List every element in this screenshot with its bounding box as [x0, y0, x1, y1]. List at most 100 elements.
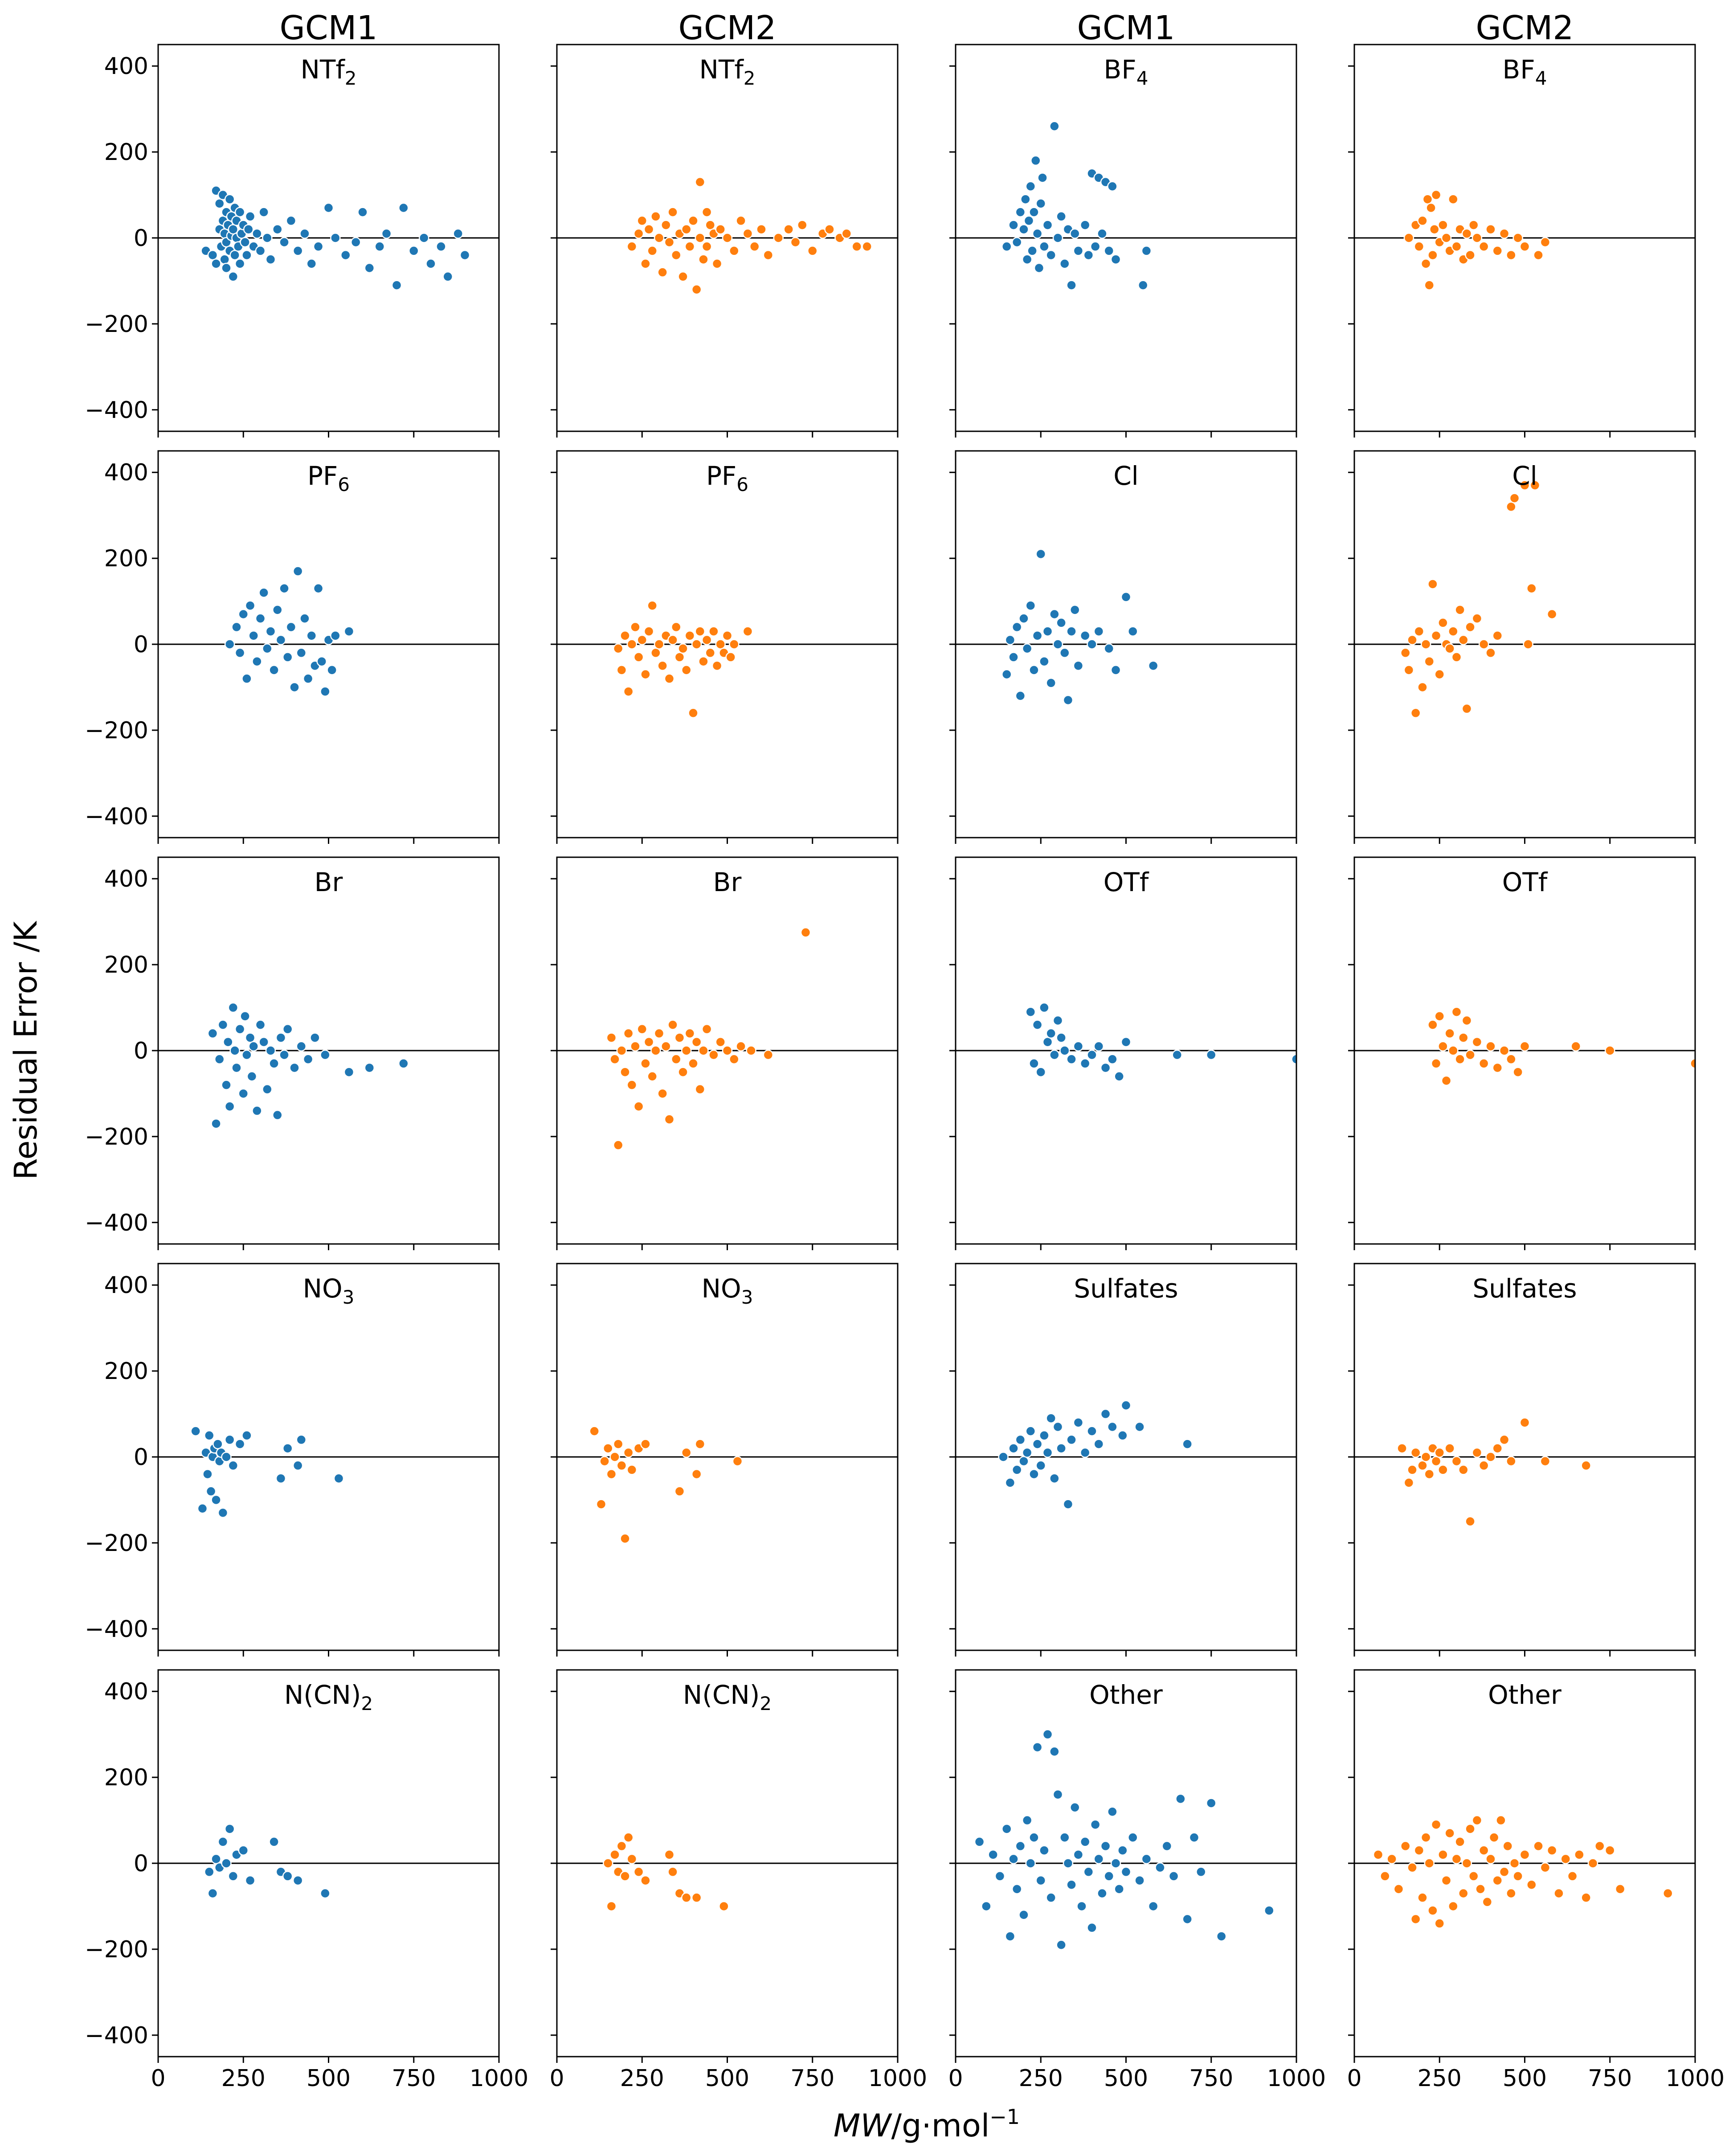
data-point — [664, 673, 675, 684]
data-point — [1090, 1819, 1101, 1830]
data-point — [330, 630, 341, 641]
data-point — [1114, 1071, 1124, 1082]
panel: NTf2 — [551, 44, 899, 438]
data-point — [1023, 215, 1034, 226]
data-point — [1434, 669, 1445, 680]
data-point — [306, 630, 317, 641]
data-point — [211, 1494, 221, 1506]
data-point — [418, 233, 429, 243]
data-point — [1029, 207, 1039, 217]
data-point — [1506, 501, 1516, 512]
data-point — [1020, 194, 1031, 205]
data-point — [241, 1049, 252, 1060]
data-point — [453, 228, 463, 239]
data-point — [701, 1024, 712, 1035]
data-point — [1417, 1460, 1428, 1471]
data-point — [1030, 155, 1041, 166]
data-point — [1070, 1802, 1080, 1813]
data-point — [684, 630, 695, 641]
x-tick-label: 1000 — [868, 2065, 927, 2092]
column-title: GCM1 — [1077, 9, 1175, 47]
data-point — [736, 1041, 746, 1052]
data-point — [1438, 220, 1448, 230]
data-point — [1400, 647, 1411, 659]
data-point — [1032, 1439, 1043, 1449]
data-point — [715, 224, 726, 235]
data-point — [1120, 592, 1132, 602]
data-point — [1441, 1075, 1452, 1086]
data-point — [643, 1036, 654, 1047]
data-point — [1107, 1054, 1118, 1065]
data-point — [688, 1058, 699, 1069]
data-point — [1444, 643, 1455, 654]
data-point — [1496, 1815, 1506, 1826]
data-point — [1056, 1443, 1067, 1454]
data-point — [1475, 1884, 1486, 1894]
anion-name: Sulfates — [1074, 1273, 1178, 1304]
data-point — [1264, 1905, 1275, 1916]
data-point — [224, 1824, 235, 1834]
anion-subscript: 4 — [1136, 67, 1149, 89]
data-point — [1110, 665, 1121, 675]
data-point — [1438, 1465, 1448, 1475]
data-point — [1035, 198, 1046, 209]
data-point — [1049, 121, 1060, 131]
x-tick-label: 1000 — [1267, 2065, 1326, 2092]
data-point — [698, 1045, 709, 1056]
data-point — [1076, 1901, 1087, 1912]
data-point — [327, 665, 337, 675]
data-point — [398, 202, 409, 213]
data-point — [1035, 548, 1046, 560]
data-point — [691, 639, 702, 650]
data-point — [1519, 1041, 1530, 1052]
data-point — [742, 228, 753, 239]
data-point — [1499, 1866, 1510, 1878]
data-point — [279, 1049, 290, 1060]
y-tick-label: 200 — [104, 952, 148, 978]
data-point — [1039, 1430, 1050, 1441]
data-point — [647, 600, 658, 611]
data-point — [1509, 493, 1520, 503]
data-point — [224, 1101, 235, 1112]
data-point — [1059, 1832, 1070, 1843]
data-point — [674, 1486, 685, 1497]
data-point — [746, 1045, 756, 1056]
data-point — [1546, 609, 1557, 620]
data-point — [1461, 228, 1472, 239]
data-point — [650, 1045, 661, 1056]
data-point — [654, 1028, 665, 1039]
data-point — [633, 1866, 644, 1878]
panel-anion-label: BF4 — [1503, 54, 1547, 89]
data-point — [763, 250, 774, 261]
data-point — [1066, 1879, 1077, 1890]
data-point — [674, 652, 685, 663]
data-point — [1100, 1841, 1111, 1852]
data-point — [364, 262, 375, 274]
data-point — [1519, 1849, 1530, 1860]
data-point — [1526, 1879, 1537, 1890]
data-point — [1444, 1828, 1455, 1839]
data-point — [1485, 1041, 1496, 1052]
data-points — [1397, 1417, 1591, 1527]
data-point — [711, 660, 723, 671]
data-point — [398, 1058, 409, 1069]
data-point — [1008, 652, 1019, 663]
data-point — [701, 241, 712, 252]
anion-name: PF — [706, 461, 736, 491]
data-point — [851, 241, 862, 252]
data-point — [1506, 1054, 1516, 1065]
data-point — [262, 643, 273, 654]
data-point — [722, 1045, 733, 1056]
data-point — [269, 1058, 279, 1069]
data-point — [1029, 1832, 1039, 1843]
data-point — [1018, 1456, 1029, 1467]
data-point — [1175, 1793, 1186, 1804]
data-point — [616, 1045, 627, 1056]
data-point — [1492, 245, 1503, 256]
x-axis-label-superscript: −1 — [989, 2105, 1020, 2129]
data-point — [1104, 643, 1114, 654]
data-point — [1451, 1006, 1462, 1017]
data-point — [609, 1452, 620, 1462]
data-point — [1056, 1939, 1067, 1950]
data-point — [1478, 1845, 1489, 1856]
